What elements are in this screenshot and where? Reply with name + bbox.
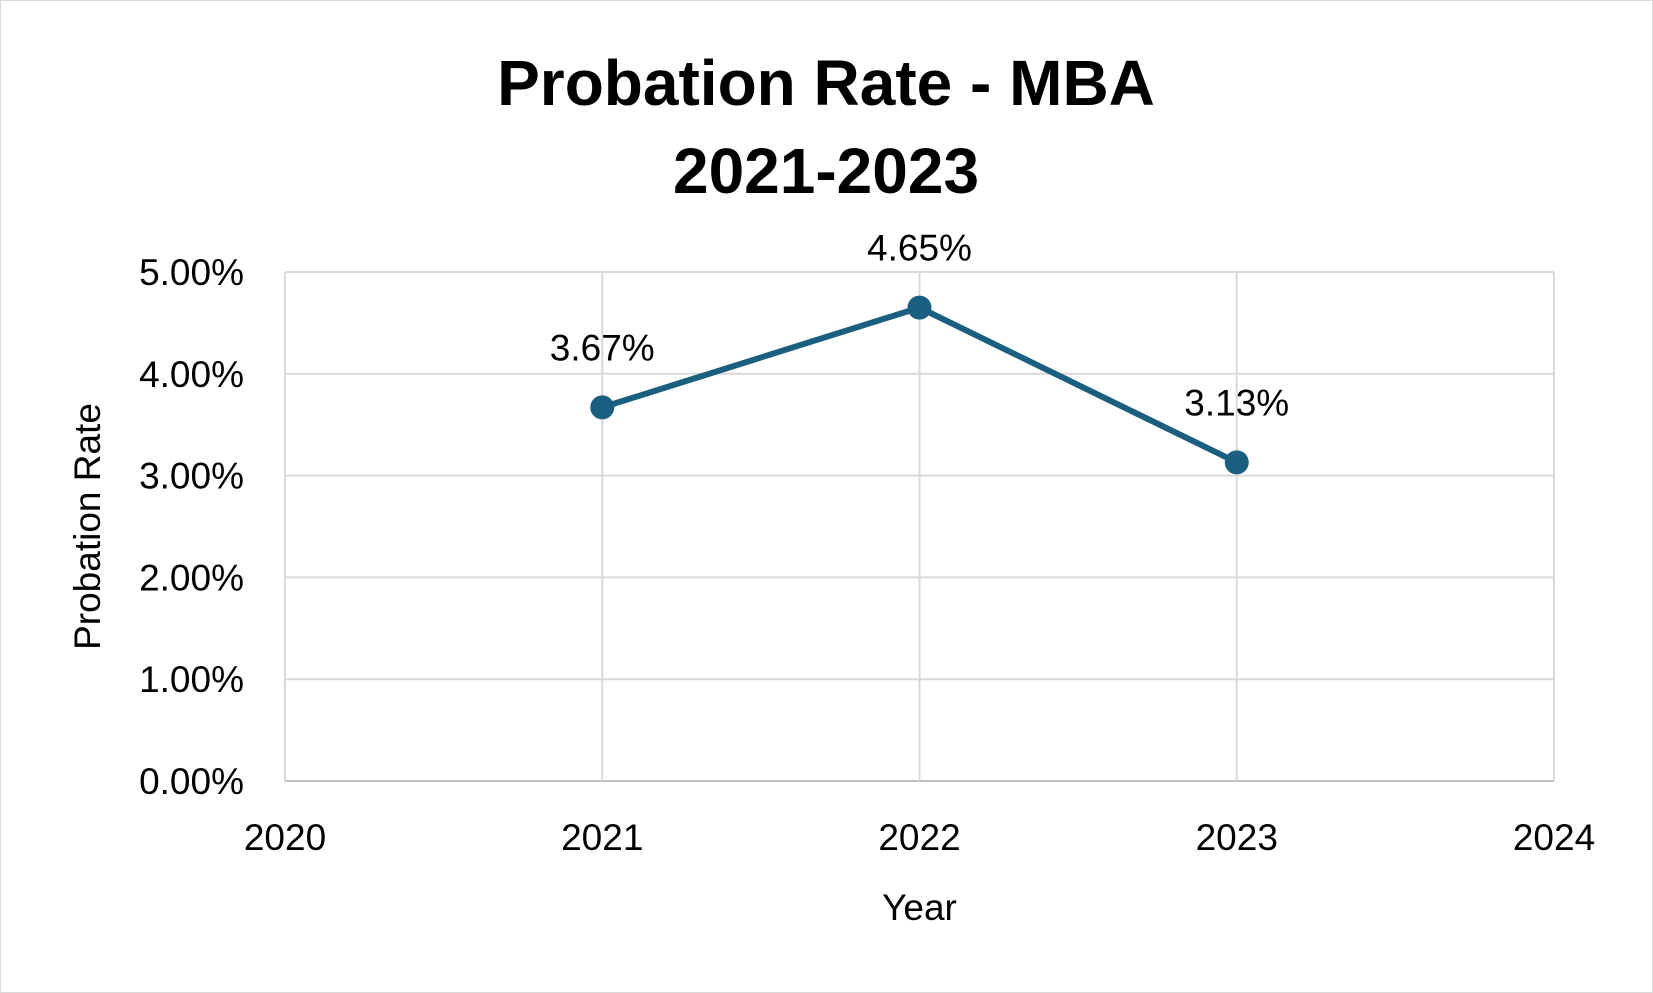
y-tick-label: 4.00% xyxy=(139,354,244,395)
series: 3.67% 4.65% 3.13% xyxy=(550,228,1289,475)
y-tick-label: 2.00% xyxy=(139,557,244,598)
x-tick-label: 2022 xyxy=(878,817,960,858)
gridlines xyxy=(284,271,1555,782)
data-point xyxy=(907,295,932,320)
chart-title: Probation Rate - MBA 2021-2023 xyxy=(497,47,1155,207)
chart-title-line-1: Probation Rate - MBA xyxy=(497,47,1155,119)
x-tick-label: 2023 xyxy=(1196,817,1278,858)
data-point xyxy=(590,395,615,420)
data-label: 3.67% xyxy=(550,327,655,368)
x-tick-label: 2020 xyxy=(244,817,326,858)
x-tick-label: 2021 xyxy=(561,817,643,858)
chart-title-line-2: 2021-2023 xyxy=(673,135,979,207)
data-label: 3.13% xyxy=(1184,382,1289,423)
y-tick-label: 0.00% xyxy=(139,761,244,802)
y-tick-label: 1.00% xyxy=(139,659,244,700)
x-axis-ticks: 2020 2021 2022 2023 2024 xyxy=(244,817,1595,858)
x-tick-label: 2024 xyxy=(1513,817,1595,858)
y-axis-ticks: 0.00% 1.00% 2.00% 3.00% 4.00% 5.00% xyxy=(139,252,244,802)
x-axis-label: Year xyxy=(882,887,957,928)
data-point xyxy=(1224,450,1249,475)
data-label: 4.65% xyxy=(867,228,972,269)
y-axis-label: Probation Rate xyxy=(67,403,108,650)
y-tick-label: 3.00% xyxy=(139,456,244,497)
y-tick-label: 5.00% xyxy=(139,252,244,293)
